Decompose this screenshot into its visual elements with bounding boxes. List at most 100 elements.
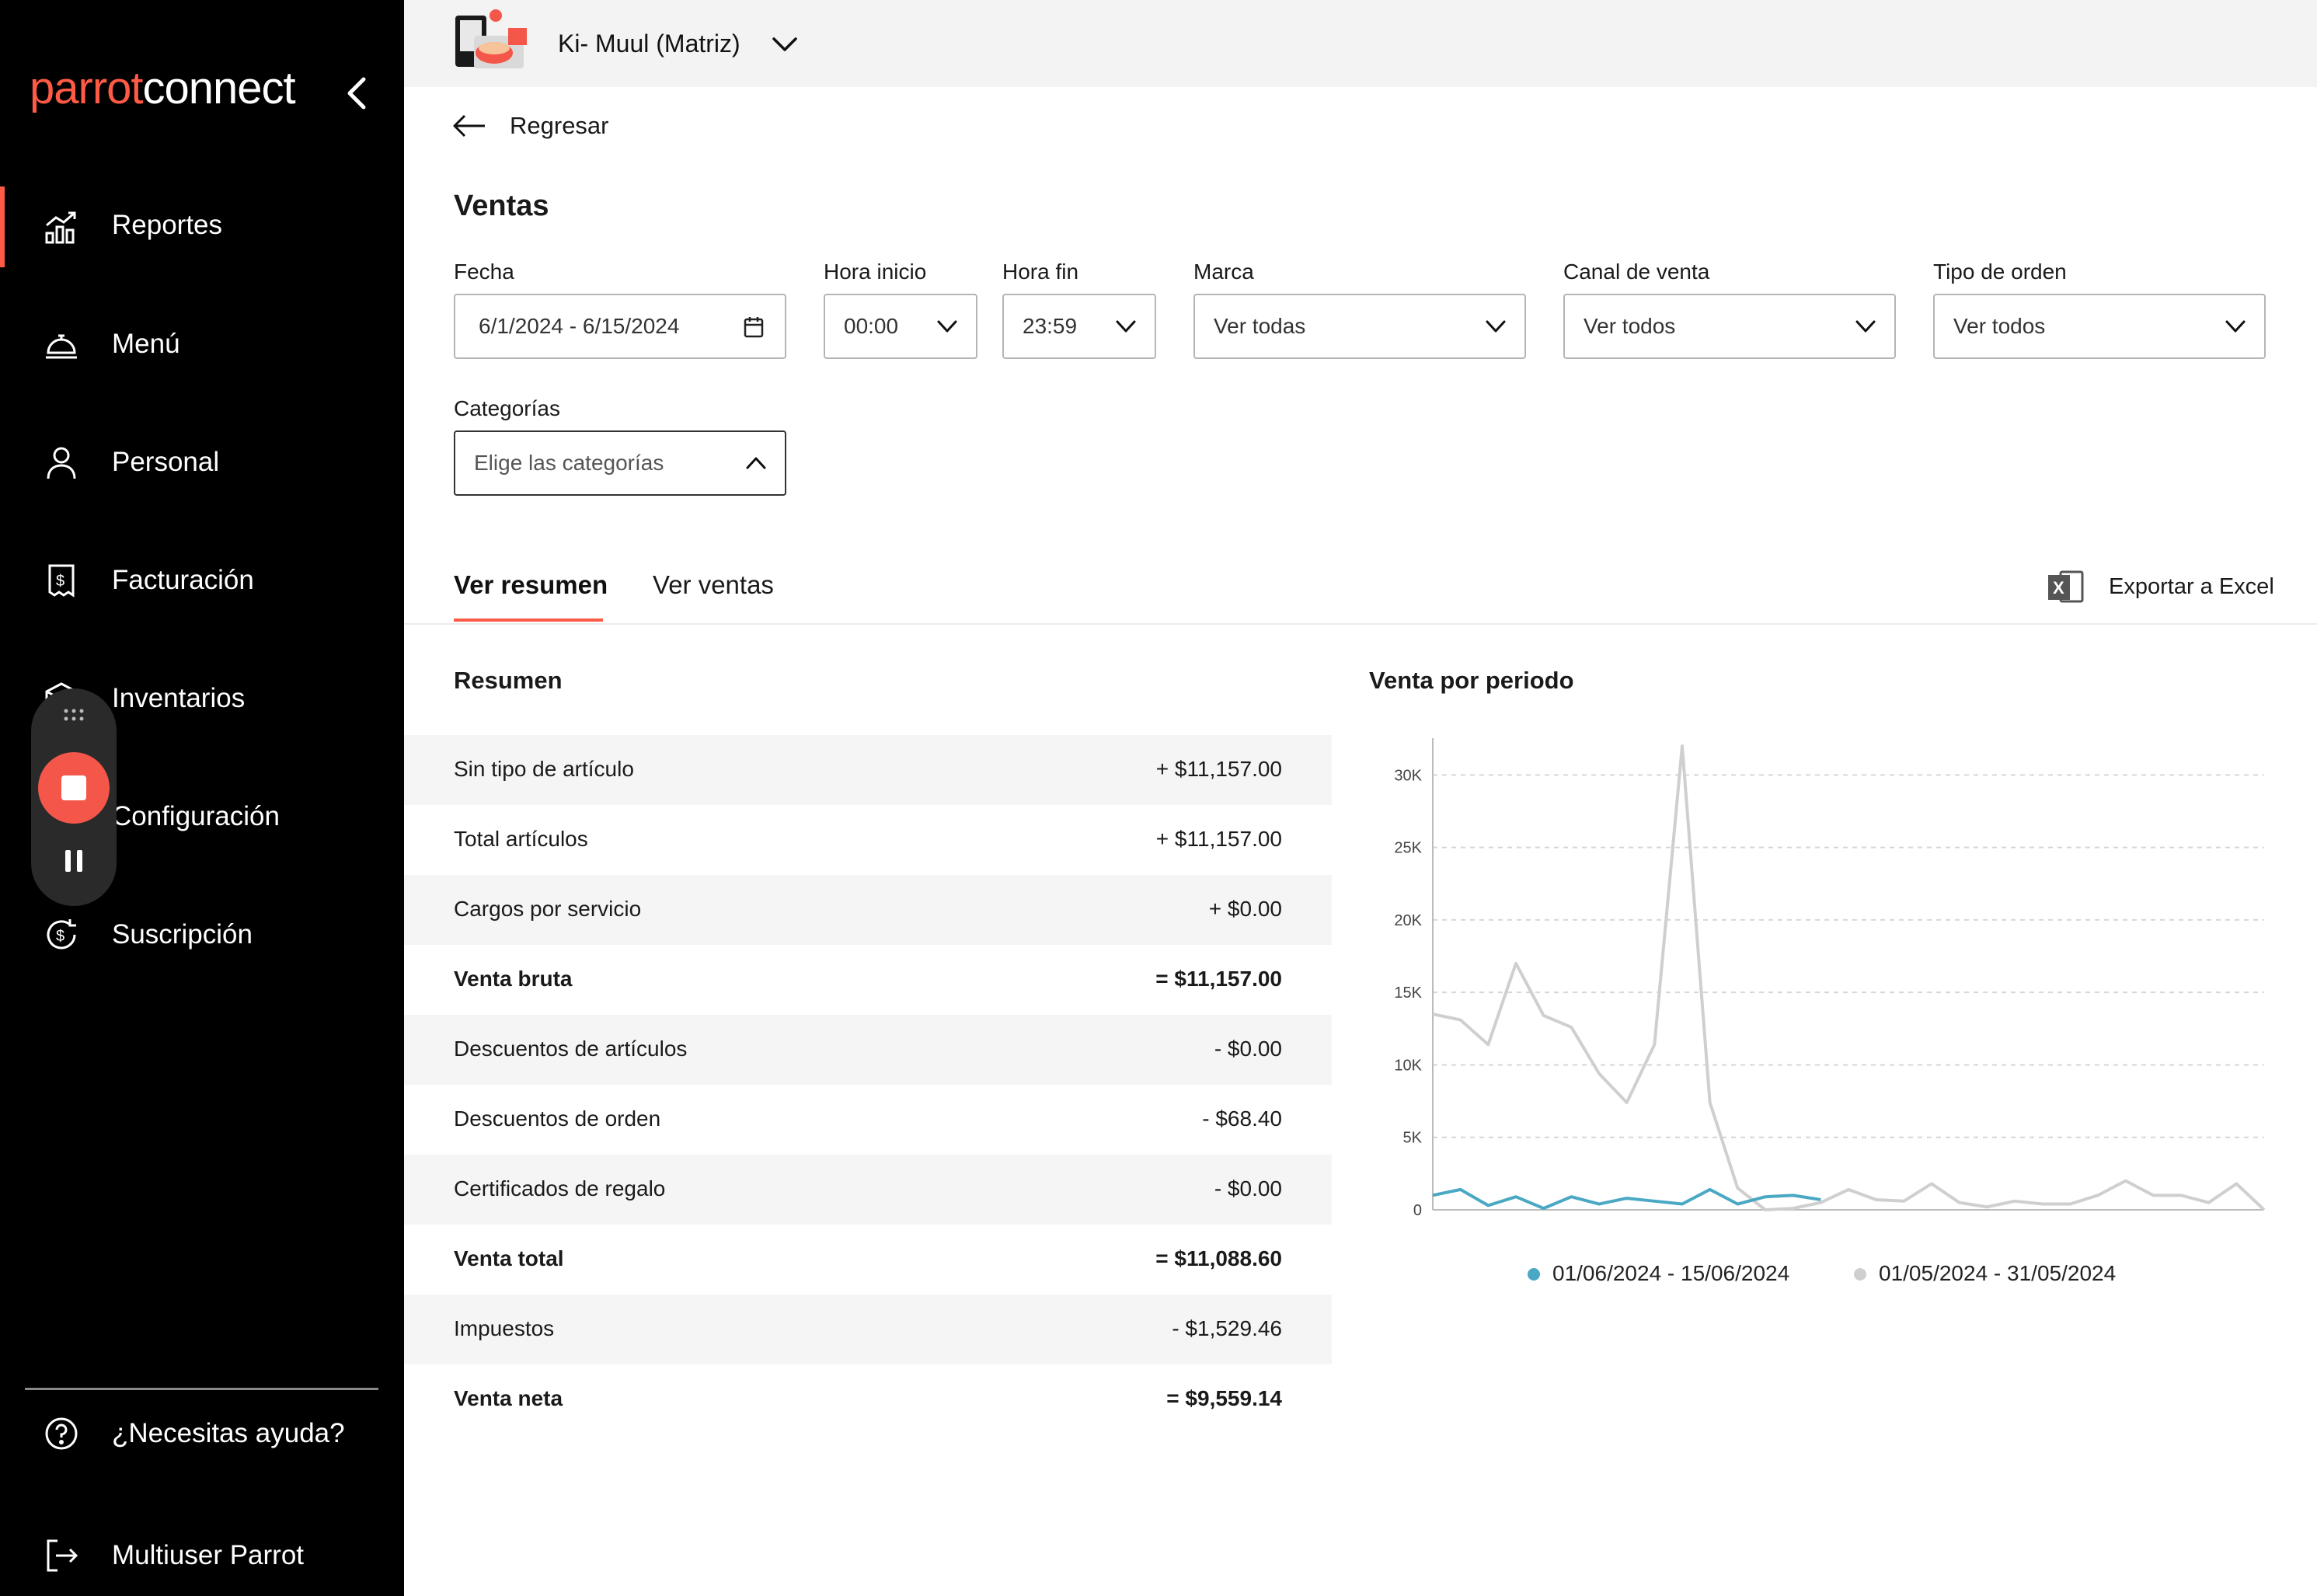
sidebar-item-menu[interactable]: Menú	[0, 305, 404, 383]
brand-value: Ver todas	[1214, 314, 1306, 338]
sidebar-item-label: Menú	[112, 329, 180, 359]
arrow-left-icon	[453, 114, 485, 138]
row-label: Venta total	[454, 1246, 564, 1270]
brand-select[interactable]: Ver todas	[1193, 294, 1526, 359]
categories-select[interactable]: Elige las categorías	[454, 430, 786, 496]
table-row: Total artículos + $11,157.00	[404, 805, 1332, 875]
collapse-sidebar-icon[interactable]	[342, 75, 373, 112]
hora-inicio-label: Hora inicio	[824, 260, 927, 284]
table-row: Venta total = $11,088.60	[404, 1225, 1332, 1295]
store-name[interactable]: Ki- Muul (Matriz)	[558, 30, 740, 57]
back-link[interactable]: Regresar	[452, 112, 609, 140]
fecha-label: Fecha	[454, 260, 514, 284]
legend-marker	[1854, 1268, 1866, 1281]
sidebar-item-reportes[interactable]: Reportes	[0, 186, 404, 267]
table-row: Descuentos de artículos - $0.00	[404, 1015, 1332, 1085]
user-icon	[47, 447, 76, 479]
sidebar-item-suscripcion[interactable]: $ Suscripción	[0, 896, 404, 974]
row-label: Cargos por servicio	[454, 897, 642, 921]
tab-ver-ventas[interactable]: Ver ventas	[653, 570, 774, 599]
sidebar-item-label: Configuración	[112, 801, 280, 831]
row-label: Venta bruta	[454, 967, 573, 991]
svg-text:X: X	[2053, 578, 2064, 598]
pause-icon[interactable]	[62, 847, 85, 875]
tab-ver-resumen[interactable]: Ver resumen	[454, 570, 608, 599]
sidebar-item-label: Inventarios	[112, 683, 246, 713]
sidebar-item-label: Personal	[112, 447, 220, 477]
chevron-down-icon	[1855, 320, 1876, 333]
row-label: Impuestos	[454, 1316, 555, 1340]
table-row: Cargos por servicio + $0.00	[404, 875, 1332, 945]
end-time-value: 23:59	[1023, 314, 1078, 338]
order-type-select[interactable]: Ver todos	[1933, 294, 2266, 359]
logout-link[interactable]: Multiuser Parrot	[0, 1517, 404, 1594]
start-time-select[interactable]: 00:00	[824, 294, 977, 359]
tabs-divider	[404, 623, 2317, 625]
categories-placeholder: Elige las categorías	[474, 451, 664, 475]
y-tick-label: 0	[1413, 1202, 1422, 1219]
series-line	[1432, 744, 2266, 1211]
chart-title: Venta por periodo	[1369, 667, 1574, 694]
parrot-connect-logo[interactable]: parrotconnect	[30, 63, 296, 113]
table-row: Impuestos - $1,529.46	[404, 1295, 1332, 1364]
screen-recorder-widget[interactable]	[31, 688, 117, 906]
store-logo[interactable]	[451, 5, 528, 71]
y-tick-label: 15K	[1394, 984, 1422, 1002]
y-tick-label: 5K	[1403, 1130, 1423, 1147]
row-value: = $11,088.60	[1155, 1246, 1282, 1270]
row-label: Venta neta	[454, 1386, 563, 1410]
chevron-up-icon	[746, 457, 766, 469]
svg-text:$: $	[56, 928, 64, 945]
legend-label: 01/05/2024 - 31/05/2024	[1879, 1261, 2116, 1285]
hora-fin-label: Hora fin	[1002, 260, 1079, 284]
sidebar-item-personal[interactable]: Personal	[0, 423, 404, 501]
canal-label: Canal de venta	[1563, 260, 1710, 284]
sales-channel-select[interactable]: Ver todos	[1563, 294, 1896, 359]
row-value: + $11,157.00	[1155, 827, 1282, 851]
row-value: = $9,559.14	[1166, 1386, 1282, 1410]
date-range-field[interactable]: 6/1/2024 - 6/15/2024	[454, 294, 786, 359]
chart-bars-icon	[45, 211, 76, 244]
stop-recording-button[interactable]	[38, 752, 110, 824]
chevron-down-icon[interactable]	[771, 33, 799, 54]
row-value: - $68.40	[1202, 1106, 1282, 1131]
export-excel-button[interactable]: X Exportar a Excel	[2047, 567, 2274, 606]
invoice-icon: $	[48, 564, 75, 598]
table-row: Venta bruta = $11,157.00	[404, 945, 1332, 1015]
chevron-down-icon	[937, 320, 957, 333]
help-label: ¿Necesitas ayuda?	[112, 1418, 345, 1448]
row-label: Certificados de regalo	[454, 1176, 666, 1200]
chevron-down-icon	[1116, 320, 1136, 333]
chevron-down-icon	[2225, 320, 2246, 333]
tipo-orden-label: Tipo de orden	[1933, 260, 2067, 284]
help-circle-icon	[45, 1417, 78, 1450]
legend-label: 01/06/2024 - 15/06/2024	[1552, 1261, 1789, 1285]
row-label: Descuentos de orden	[454, 1106, 661, 1131]
marca-label: Marca	[1193, 260, 1254, 284]
sidebar-item-label: Reportes	[112, 210, 223, 240]
excel-icon: X	[2048, 570, 2084, 603]
subscription-icon: $	[47, 919, 76, 950]
y-tick-label: 10K	[1394, 1057, 1422, 1074]
row-value: = $11,157.00	[1155, 967, 1282, 991]
calendar-icon[interactable]	[743, 315, 765, 339]
y-tick-label: 30K	[1394, 767, 1422, 784]
sidebar-item-label: Suscripción	[112, 919, 253, 950]
row-value: - $0.00	[1214, 1176, 1282, 1200]
active-tab-indicator	[454, 619, 603, 622]
row-value: + $11,157.00	[1155, 757, 1282, 781]
date-range-value: 6/1/2024 - 6/15/2024	[479, 314, 680, 338]
sidebar-item-facturacion[interactable]: $ Facturación	[0, 542, 404, 619]
start-time-value: 00:00	[844, 314, 899, 338]
row-label: Sin tipo de artículo	[454, 757, 634, 781]
table-row: Sin tipo de artículo + $11,157.00	[404, 735, 1332, 805]
back-label: Regresar	[510, 112, 609, 139]
page-title: Ventas	[454, 190, 549, 222]
sales-channel-value: Ver todos	[1584, 314, 1676, 338]
help-link[interactable]: ¿Necesitas ayuda?	[0, 1395, 404, 1472]
drag-handle-icon[interactable]	[62, 707, 85, 723]
series-line	[1432, 1187, 1821, 1211]
end-time-select[interactable]: 23:59	[1002, 294, 1156, 359]
categorias-label: Categorías	[454, 396, 560, 420]
cloche-icon	[46, 334, 77, 359]
